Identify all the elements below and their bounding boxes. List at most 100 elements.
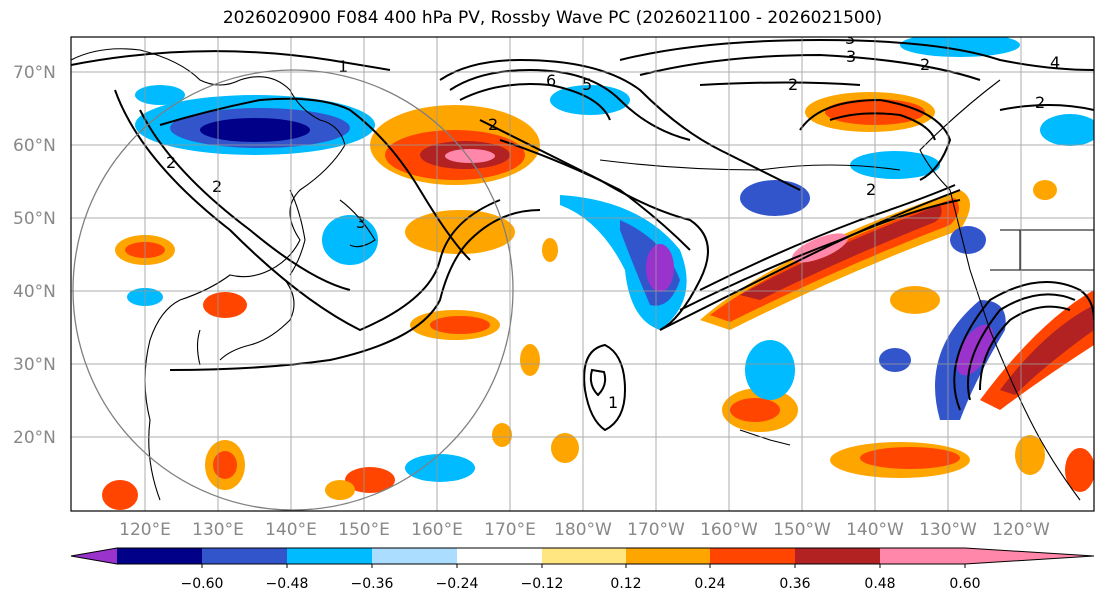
contour-label: 5 [582,75,592,94]
pv-contour [799,98,952,181]
pos-anomaly [445,149,495,163]
neg-anomaly [135,85,185,105]
pos-anomaly [520,344,540,376]
colorbar-swatch [880,548,965,564]
lat-label: 30°N [13,355,56,375]
colorbar-swatch [202,548,287,564]
colorbar-tick-label: −0.60 [181,576,224,592]
lon-label: 130°W [919,520,977,540]
lon-label: 160°E [411,520,463,540]
lon-label: 130°E [192,520,244,540]
pv-contour [639,53,981,81]
colorbar-swatch [542,548,626,564]
colorbar-swatch [117,548,202,564]
neg-anomaly [745,340,795,400]
pv-contour [699,81,861,86]
pos-anomaly [860,447,960,469]
contour-label: 1 [608,393,618,412]
colorbar-swatch [626,548,710,564]
pv-contour [459,83,611,121]
north-america-coastline [919,79,1081,501]
lon-label: 120°E [119,520,171,540]
colorbar-tick-label: 0.24 [694,576,725,592]
contour-label: 2 [488,115,498,134]
colorbar-tick-labels: −0.60 −0.48 −0.36 −0.24 −0.12 0.12 0.24 … [181,576,981,592]
contour-label: 2 [212,177,222,196]
neg-anomaly [850,151,940,179]
region-circle [72,69,514,511]
contour-label: 3 [356,213,366,232]
neg-anomaly [646,244,674,292]
neg-anomaly [879,348,911,372]
pv-contour [999,104,1094,111]
colorbar-tick-label: −0.48 [266,576,309,592]
contour-labels: 1 2 3 6 5 2 3 2 2 2 3 2 4 2 1 [166,29,1060,412]
colorbar-extend-max [965,548,1094,564]
pv-contour [583,343,627,432]
neg-anomaly [322,215,378,265]
pos-anomaly [203,292,247,318]
pv-contour [139,109,351,291]
neg-anomaly [200,118,310,142]
lon-label: 180°W [554,520,612,540]
colorbar-outline [70,547,1095,565]
lon-label: 150°E [338,520,390,540]
pos-anomaly [430,316,490,334]
lon-label: 120°W [992,520,1050,540]
colorbar-swatch [372,548,457,564]
pos-anomaly [740,205,942,300]
pv-contour [114,89,501,332]
colorbar-tick-label: −0.24 [436,576,479,592]
pv-contour [953,281,1094,411]
colorbar-tick-label: 0.36 [779,576,810,592]
neg-anomaly [950,226,986,254]
pos-anomaly [1065,448,1094,492]
contour-label: 2 [788,75,798,94]
colorbar-swatch [457,548,542,564]
pos-anomaly [405,210,515,254]
pv-contour [979,305,1071,391]
colorbar-tick-label: 0.48 [864,576,895,592]
pv-contour [659,189,961,331]
korea-coastline [196,329,201,366]
colorbar-tick-label: −0.12 [521,576,564,592]
pos-anomaly [102,480,138,510]
colorbar-ticks [201,564,966,568]
colorbar-extend-min [71,548,117,564]
pv-contour [439,58,801,191]
contour-label: 3 [845,29,855,48]
lat-label: 50°N [13,209,56,229]
contour-label: 2 [920,55,930,74]
neg-anomaly [405,454,475,482]
lon-label: 160°W [700,520,758,540]
contour-label: 2 [866,180,876,199]
contour-label: 6 [546,71,556,90]
lat-labels: 70°N 60°N 50°N 40°N 30°N 20°N [13,63,56,448]
gridlines [71,37,1094,511]
neg-anomaly [900,37,1020,57]
colorbar-swatch [795,548,880,564]
pos-anomaly [345,467,395,493]
map-layers: 1 2 3 6 5 2 3 2 2 2 3 2 4 2 1 [71,29,1094,511]
pv-contour [619,38,1094,71]
plot-title: 2026020900 F084 400 hPa PV, Rossby Wave … [222,8,883,28]
asia-coastline [71,48,346,501]
pv-contour [71,50,391,71]
hawaii-coastline [739,429,791,446]
pv-contour [169,209,541,371]
contour-label: 2 [166,153,176,172]
kamchatka-coastline [339,199,376,248]
pos-anomaly [492,423,512,447]
pv-contour [499,139,691,251]
borders [990,229,1094,271]
contour-label: 4 [1050,53,1060,72]
japan-coastline [219,279,295,361]
pv-contour [967,293,1076,401]
lon-label: 150°W [773,520,831,540]
pv-contour [679,199,961,311]
neg-anomaly [740,180,810,216]
pos-anomaly [730,398,780,422]
lon-label: 140°W [846,520,904,540]
